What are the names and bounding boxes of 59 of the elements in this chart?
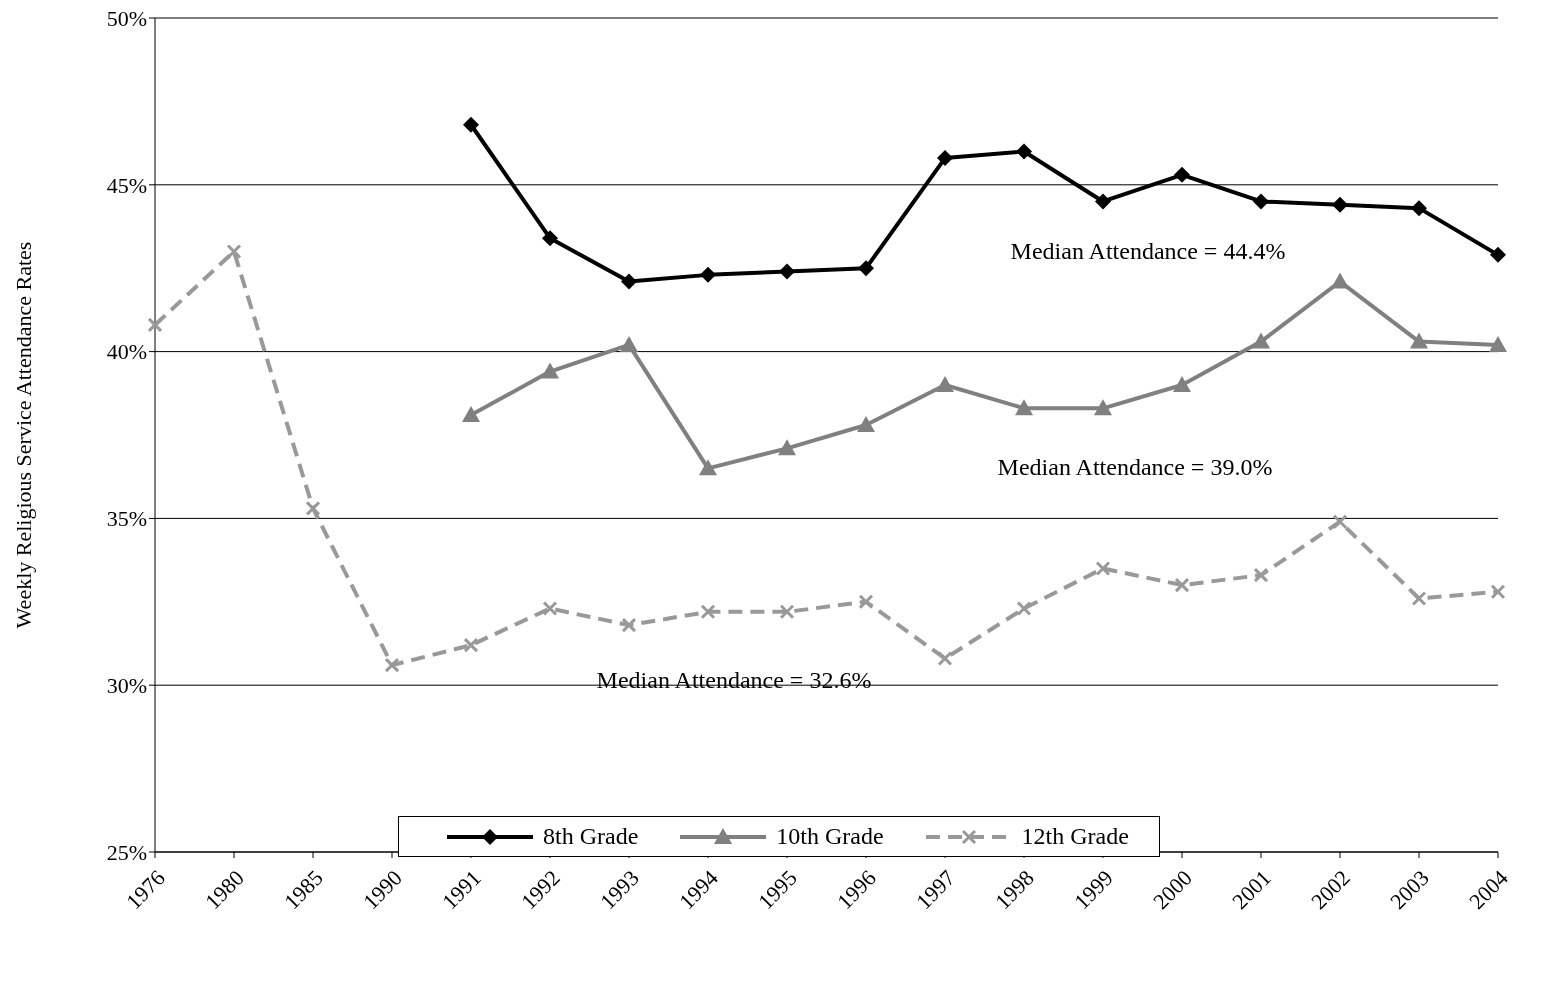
point <box>462 405 480 422</box>
point <box>1174 577 1190 593</box>
point <box>1252 332 1270 349</box>
point <box>541 362 559 379</box>
point <box>937 651 953 667</box>
point <box>857 415 875 432</box>
point <box>1490 584 1506 600</box>
point <box>700 604 716 620</box>
point <box>542 600 558 616</box>
point <box>858 260 874 277</box>
point <box>1015 399 1033 416</box>
point <box>1411 200 1427 217</box>
y-tick-label: 30% <box>106 673 147 699</box>
point <box>858 594 874 610</box>
point <box>621 617 637 633</box>
point <box>542 230 558 247</box>
point <box>147 317 163 333</box>
point <box>1016 600 1032 616</box>
y-tick-label: 35% <box>106 506 147 532</box>
legend-label: 8th Grade <box>543 823 639 850</box>
y-tick-label: 50% <box>106 5 147 31</box>
point <box>463 637 479 653</box>
point <box>1095 560 1111 576</box>
point <box>1410 332 1428 349</box>
point <box>1016 143 1032 160</box>
point <box>779 263 795 280</box>
annotation: Median Attendance = 39.0% <box>997 453 1273 481</box>
point <box>621 273 637 290</box>
point <box>1094 399 1112 416</box>
y-axis-title: Weekly Religious Service Attendance Rates <box>10 241 36 629</box>
point <box>1489 335 1507 352</box>
point <box>1332 196 1348 213</box>
point <box>699 459 717 476</box>
point <box>1332 514 1348 530</box>
point <box>1331 272 1349 289</box>
y-tick-label: 45% <box>106 172 147 198</box>
point <box>936 375 954 392</box>
legend-label: 12th Grade <box>1021 823 1129 850</box>
point <box>1174 166 1190 183</box>
point <box>779 604 795 620</box>
annotation: Median Attendance = 44.4% <box>1010 237 1286 265</box>
y-tick-label: 40% <box>106 339 147 365</box>
point <box>1253 567 1269 583</box>
point <box>1095 193 1111 210</box>
point <box>620 335 638 352</box>
point <box>778 439 796 456</box>
point <box>1173 375 1191 392</box>
point <box>463 116 479 133</box>
point <box>1253 193 1269 210</box>
point <box>226 244 242 260</box>
point <box>1411 590 1427 606</box>
point <box>700 266 716 283</box>
point <box>384 657 400 673</box>
point <box>1490 246 1506 263</box>
point <box>305 500 321 516</box>
legend-label: 10th Grade <box>776 823 884 850</box>
y-tick-label: 25% <box>106 839 147 865</box>
point <box>937 150 953 167</box>
x-tick-label: 1991 <box>437 865 486 914</box>
